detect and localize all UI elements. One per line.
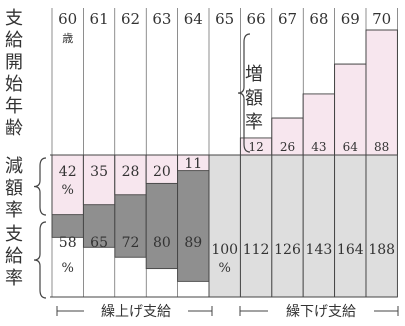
data-label-reduction-64: 11 bbox=[184, 156, 202, 172]
row-label-increase-rate-char: 増 bbox=[245, 64, 263, 85]
tick-label-70: 70 bbox=[372, 10, 391, 28]
unit-percent-100: % bbox=[219, 261, 231, 276]
data-label-base-62: 72 bbox=[122, 235, 140, 251]
data-label-increase-70: 88 bbox=[374, 140, 389, 154]
data-label-base-69: 164 bbox=[337, 242, 364, 258]
data-label-base-66: 112 bbox=[243, 242, 270, 258]
data-label-base-65: 100 bbox=[211, 242, 238, 258]
data-label-base-67: 126 bbox=[274, 242, 301, 258]
data-label-increase-68: 43 bbox=[311, 140, 326, 154]
row-label-start-age-char: 年 bbox=[5, 96, 23, 117]
brace-reduction bbox=[33, 157, 47, 216]
data-label-reduction-63: 20 bbox=[153, 164, 171, 180]
row-label-reduction-rate-char: 減 bbox=[5, 156, 23, 177]
row-label-start-age-char: 支 bbox=[5, 8, 23, 29]
data-label-base-70: 188 bbox=[368, 242, 395, 258]
data-label-base-61: 65 bbox=[90, 235, 108, 251]
row-label-increase-rate: 増額率 bbox=[245, 64, 263, 133]
data-label-reduction-60: 42 bbox=[59, 164, 77, 180]
row-label-payment-rate-char: 率 bbox=[5, 268, 23, 289]
row-label-start-age-char: 開 bbox=[5, 52, 23, 73]
row-label-payment-rate-char: 給 bbox=[5, 246, 23, 267]
group-label-deferred: 繰下げ支給 bbox=[286, 304, 356, 320]
row-label-payment-rate-char: 支 bbox=[5, 224, 23, 245]
unit-percent-reduction: % bbox=[62, 183, 74, 198]
tick-label-65: 65 bbox=[215, 10, 234, 28]
row-label-reduction-rate-char: 率 bbox=[5, 200, 23, 221]
tick-label-60: 60 bbox=[58, 10, 77, 28]
row-label-reduction-rate: 減額率 bbox=[5, 156, 23, 221]
data-label-increase-69: 64 bbox=[343, 140, 359, 154]
tick-label-69: 69 bbox=[341, 10, 360, 28]
data-label-base-60: 58 bbox=[59, 235, 77, 251]
data-label-base-63: 80 bbox=[153, 235, 171, 251]
data-label-increase-67: 26 bbox=[280, 140, 295, 154]
group-label-early: 繰上げ支給 bbox=[101, 304, 171, 320]
unit-age-label: 歳 bbox=[62, 32, 73, 45]
bar-increase-70 bbox=[365, 29, 398, 156]
data-label-reduction-62: 28 bbox=[122, 164, 140, 180]
bar-base-66 bbox=[239, 137, 273, 298]
brace-increase bbox=[237, 33, 251, 153]
tick-label-61: 61 bbox=[90, 10, 109, 28]
bar-increase-68 bbox=[302, 93, 336, 156]
tick-label-67: 67 bbox=[278, 10, 297, 28]
row-label-increase-rate-char: 額 bbox=[245, 88, 263, 109]
bar-reduction-60 bbox=[51, 154, 84, 216]
tick-label-63: 63 bbox=[152, 10, 171, 28]
tick-label-68: 68 bbox=[309, 10, 328, 28]
row-label-start-age: 支給開始年齢 bbox=[5, 8, 23, 139]
brace-payment bbox=[33, 221, 47, 299]
data-label-base-64: 89 bbox=[184, 235, 202, 251]
row-label-payment-rate: 支給率 bbox=[5, 224, 23, 289]
row-label-start-age-char: 齢 bbox=[5, 118, 23, 139]
row-label-increase-rate-char: 率 bbox=[245, 112, 263, 133]
row-label-reduction-rate-char: 額 bbox=[5, 178, 23, 199]
data-label-reduction-61: 35 bbox=[90, 164, 108, 180]
row-label-start-age-char: 始 bbox=[5, 74, 23, 95]
data-label-base-68: 143 bbox=[306, 242, 333, 258]
tick-label-64: 64 bbox=[184, 10, 203, 28]
tick-label-62: 62 bbox=[121, 10, 140, 28]
row-label-start-age-char: 給 bbox=[5, 30, 23, 51]
bar-base-64 bbox=[177, 154, 210, 282]
tick-label-66: 66 bbox=[247, 10, 266, 28]
data-label-increase-66: 12 bbox=[248, 140, 263, 154]
unit-percent-base: % bbox=[62, 261, 74, 276]
